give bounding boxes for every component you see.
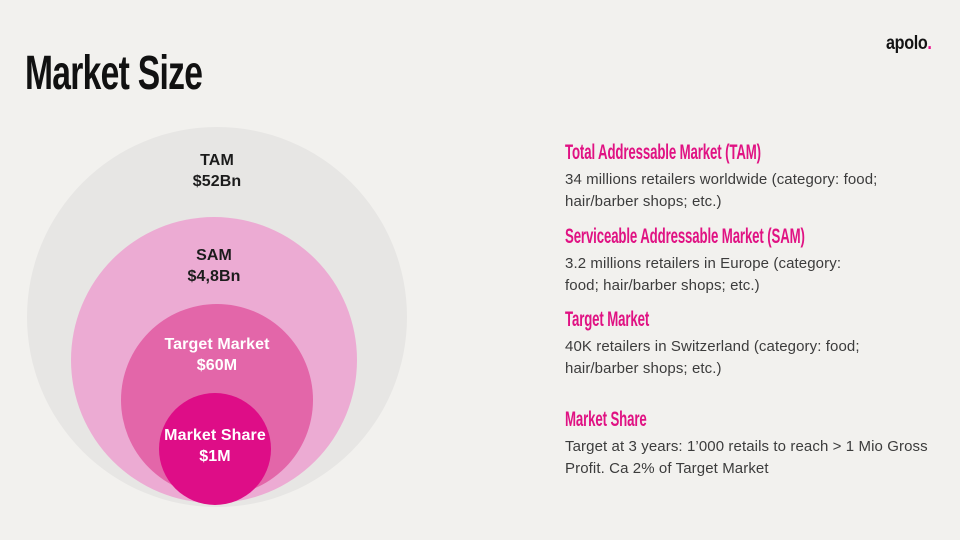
section-tam-body: 34 millions retailers worldwide (categor… [565, 171, 878, 210]
market-share-label-name: Market Share [164, 427, 266, 444]
target-market-label: Target Market $60M [97, 334, 337, 376]
sam-label-value: $4,8Bn [187, 268, 241, 285]
section-market-share-body: Target at 3 years: 1’000 retails to reac… [565, 438, 928, 477]
section-market-share: Market Share Target at 3 years: 1’000 re… [565, 408, 955, 479]
section-sam-body: 3.2 millions retailers in Europe (catego… [565, 255, 842, 294]
brand-logo: apolo. [886, 33, 932, 55]
section-target-market: Target Market 40K retailers in Switzerla… [565, 308, 955, 379]
market-share-label: Market Share $1M [95, 425, 335, 467]
market-share-circle [159, 393, 271, 505]
tam-label-value: $52Bn [192, 173, 242, 190]
section-tam: Total Addressable Market (TAM) 34 millio… [565, 141, 955, 212]
sam-label-name: SAM [196, 247, 232, 264]
tam-label-name: TAM [200, 152, 234, 169]
section-market-share-heading: Market Share [565, 408, 647, 431]
section-sam: Serviceable Addressable Market (SAM) 3.2… [565, 225, 955, 296]
page-title: Market Size [25, 47, 203, 100]
section-target-market-heading: Target Market [565, 308, 650, 331]
section-sam-heading: Serviceable Addressable Market (SAM) [565, 225, 805, 248]
brand-logo-dot: . [927, 33, 932, 54]
target-market-label-value: $60M [196, 357, 238, 374]
section-tam-heading: Total Addressable Market (TAM) [565, 141, 761, 164]
market-share-label-value: $1M [199, 448, 231, 465]
sam-label: SAM $4,8Bn [94, 245, 334, 287]
target-market-label-name: Target Market [164, 336, 270, 353]
tam-label: TAM $52Bn [97, 150, 337, 192]
section-target-market-body: 40K retailers in Switzerland (category: … [565, 338, 860, 377]
brand-logo-text: apolo [886, 33, 928, 54]
